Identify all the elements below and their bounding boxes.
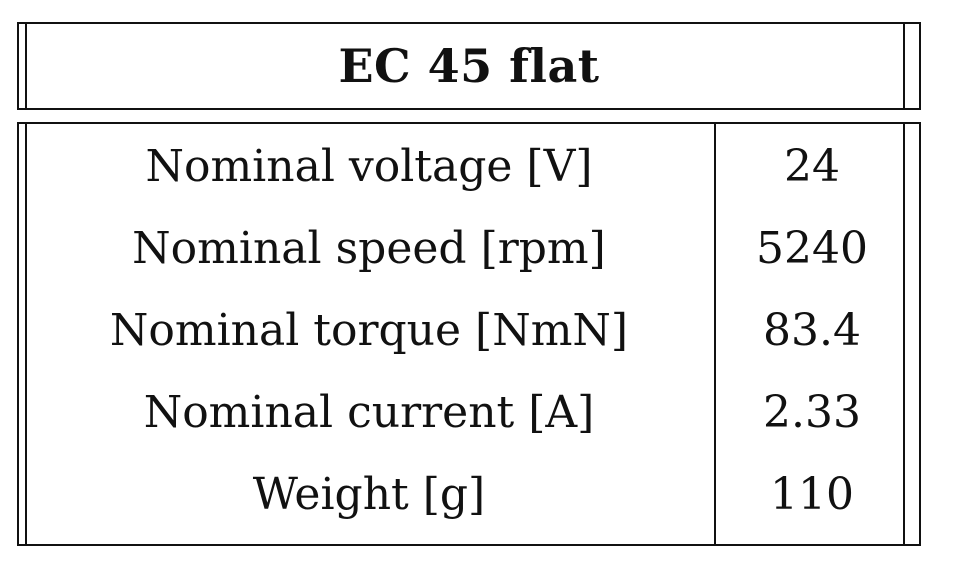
body-bottom-border: [17, 544, 921, 546]
row-value: 110: [770, 469, 854, 520]
body-left-border-inner: [25, 122, 27, 546]
table-row-nominal-torque: Nominal torque [NmN] 83.4: [17, 290, 921, 372]
row-label: Weight [g]: [252, 469, 486, 520]
table-row-nominal-speed: Nominal speed [rpm] 5240: [17, 208, 921, 290]
row-value: 83.4: [763, 305, 861, 356]
table-body-box: Nominal voltage [V] 24 Nominal speed [rp…: [17, 122, 921, 546]
body-left-border-outer: [17, 122, 19, 546]
row-label: Nominal voltage [V]: [145, 141, 593, 192]
table-title-box: EC 45 flat: [17, 22, 921, 110]
title-right-border-inner: [903, 22, 905, 110]
row-label: Nominal current [A]: [143, 387, 595, 438]
row-value: 24: [784, 141, 840, 192]
title-bottom-border: [17, 108, 921, 110]
table-row-nominal-current: Nominal current [A] 2.33: [17, 372, 921, 454]
table-title: EC 45 flat: [338, 39, 600, 93]
table-row-weight: Weight [g] 110: [17, 454, 921, 536]
title-left-border-inner: [25, 22, 27, 110]
table-row-nominal-voltage: Nominal voltage [V] 24: [17, 126, 921, 208]
body-right-border-inner: [903, 122, 905, 546]
row-value: 2.33: [763, 387, 861, 438]
column-divider: [714, 122, 716, 546]
title-top-border: [17, 22, 921, 24]
body-right-border-outer: [919, 122, 921, 546]
row-value: 5240: [756, 223, 868, 274]
title-right-border-outer: [919, 22, 921, 110]
body-top-border: [17, 122, 921, 124]
title-left-border-outer: [17, 22, 19, 110]
row-label: Nominal speed [rpm]: [132, 223, 606, 274]
row-label: Nominal torque [NmN]: [109, 305, 629, 356]
